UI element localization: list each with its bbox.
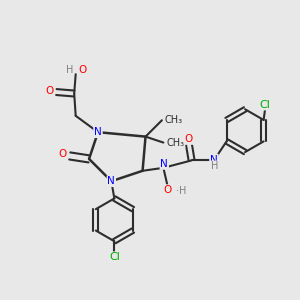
Text: N: N [160, 159, 168, 169]
Text: O: O [163, 185, 171, 195]
Text: CH₃: CH₃ [165, 115, 183, 125]
Text: N: N [94, 127, 102, 137]
Text: H: H [211, 161, 218, 171]
Text: Cl: Cl [260, 100, 271, 110]
Text: O: O [79, 65, 87, 75]
Text: H: H [66, 65, 73, 75]
Text: N: N [107, 176, 115, 186]
Text: N: N [210, 154, 218, 164]
Text: Cl: Cl [109, 252, 120, 262]
Text: O: O [184, 134, 193, 144]
Text: ·H: ·H [176, 186, 187, 196]
Text: CH₃: CH₃ [166, 138, 184, 148]
Text: O: O [46, 85, 54, 96]
Text: O: O [58, 148, 66, 159]
